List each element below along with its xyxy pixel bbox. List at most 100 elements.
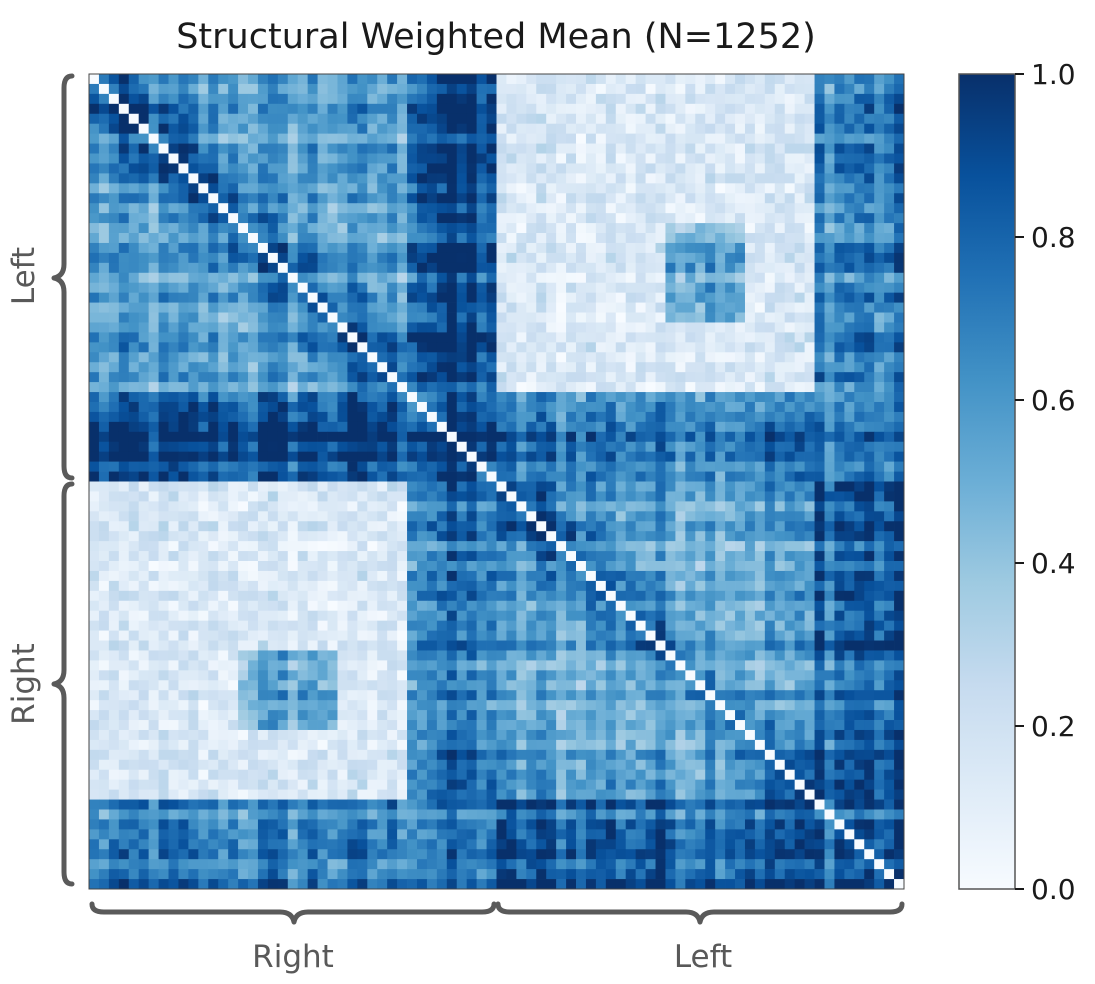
heatmap-cell: [774, 242, 786, 254]
heatmap-cell: [556, 332, 567, 343]
heatmap-cell: [754, 511, 766, 522]
heatmap-cell: [794, 103, 805, 115]
heatmap-cell: [834, 173, 845, 184]
heatmap-cell: [844, 561, 855, 572]
heatmap-cell: [426, 401, 438, 413]
heatmap-cell: [615, 392, 627, 403]
heatmap-cell: [248, 163, 259, 174]
heatmap-cell: [436, 461, 448, 472]
heatmap-cell: [178, 292, 189, 303]
heatmap-cell: [496, 630, 507, 641]
heatmap-cell: [516, 113, 527, 125]
heatmap-cell: [188, 83, 199, 95]
heatmap-cell: [377, 372, 388, 383]
heatmap-cell: [506, 262, 517, 274]
heatmap-cell: [277, 203, 289, 214]
heatmap-cell: [337, 521, 348, 532]
heatmap-cell: [735, 302, 746, 313]
heatmap-cell: [894, 332, 905, 343]
heatmap-cell: [257, 143, 269, 154]
heatmap-cell: [506, 332, 517, 343]
heatmap-cell: [506, 103, 517, 115]
heatmap-cell: [675, 242, 686, 254]
heatmap-cell: [148, 282, 159, 294]
heatmap-cell: [784, 471, 796, 482]
heatmap-cell: [317, 401, 328, 413]
heatmap-cell: [844, 123, 855, 134]
heatmap-cell: [595, 193, 607, 204]
heatmap-cell: [615, 501, 627, 512]
heatmap-cell: [277, 103, 289, 115]
heatmap-cell: [277, 233, 289, 244]
heatmap-cell: [824, 610, 835, 621]
heatmap-cell: [854, 252, 865, 264]
heatmap-cell: [98, 521, 110, 532]
heatmap-cell: [357, 481, 368, 492]
heatmap-cell: [168, 103, 179, 115]
heatmap-cell: [178, 262, 189, 274]
heatmap-cell: [277, 392, 289, 403]
heatmap-cell: [407, 471, 418, 482]
heatmap-cell: [297, 590, 309, 602]
heatmap-cell: [89, 481, 100, 492]
heatmap-cell: [98, 143, 110, 154]
heatmap-cell: [615, 153, 627, 164]
heatmap-cell: [476, 123, 487, 134]
heatmap-cell: [744, 133, 756, 144]
heatmap-cell: [397, 461, 408, 472]
heatmap-cell: [416, 272, 428, 284]
heatmap-cell: [764, 392, 776, 403]
heatmap-cell: [456, 640, 468, 651]
heatmap-cell: [874, 312, 885, 323]
heatmap-cell: [228, 352, 239, 363]
heatmap-cell: [377, 521, 388, 532]
heatmap-cell: [566, 74, 577, 85]
heatmap-cell: [108, 362, 120, 373]
heatmap-cell: [874, 292, 885, 303]
heatmap-cell: [635, 421, 646, 433]
heatmap-cell: [287, 292, 299, 303]
heatmap-cell: [585, 362, 597, 373]
heatmap-cell: [456, 83, 468, 95]
heatmap-cell: [387, 610, 398, 621]
heatmap-cell: [148, 630, 159, 641]
heatmap-cell: [98, 233, 110, 244]
heatmap-cell: [178, 451, 189, 462]
heatmap-cell: [744, 322, 756, 333]
heatmap-cell: [665, 411, 676, 423]
heatmap-cell: [754, 332, 766, 343]
heatmap-cell: [277, 610, 289, 621]
heatmap-cell: [287, 173, 299, 184]
heatmap-cell: [357, 630, 368, 641]
heatmap-cell: [705, 481, 716, 492]
heatmap-cell: [347, 213, 358, 224]
heatmap-cell: [774, 322, 786, 333]
heatmap-cell: [774, 372, 786, 383]
heatmap-cell: [754, 203, 766, 214]
heatmap-cell: [228, 292, 239, 303]
heatmap-cell: [526, 610, 537, 621]
heatmap-cell: [108, 521, 120, 532]
heatmap-cell: [814, 471, 825, 482]
heatmap-cell: [347, 163, 358, 174]
heatmap-cell: [804, 580, 815, 592]
heatmap-cell: [864, 570, 875, 582]
heatmap-cell: [864, 441, 875, 453]
heatmap-cell: [496, 640, 507, 651]
heatmap-cell: [446, 650, 458, 661]
heatmap-cell: [834, 610, 845, 621]
heatmap-cell: [337, 83, 348, 95]
heatmap-cell: [387, 531, 398, 542]
heatmap-cell: [98, 561, 110, 572]
heatmap-cell: [685, 103, 696, 115]
heatmap-cell: [556, 143, 567, 154]
heatmap-cell: [287, 541, 299, 552]
heatmap-cell: [735, 600, 746, 612]
heatmap-cell: [128, 411, 140, 423]
heatmap-cell: [576, 332, 587, 343]
heatmap-cell: [357, 401, 368, 413]
heatmap-cell: [496, 153, 507, 164]
heatmap-cell: [774, 471, 786, 482]
heatmap-cell: [267, 74, 279, 85]
heatmap-cell: [625, 561, 636, 572]
